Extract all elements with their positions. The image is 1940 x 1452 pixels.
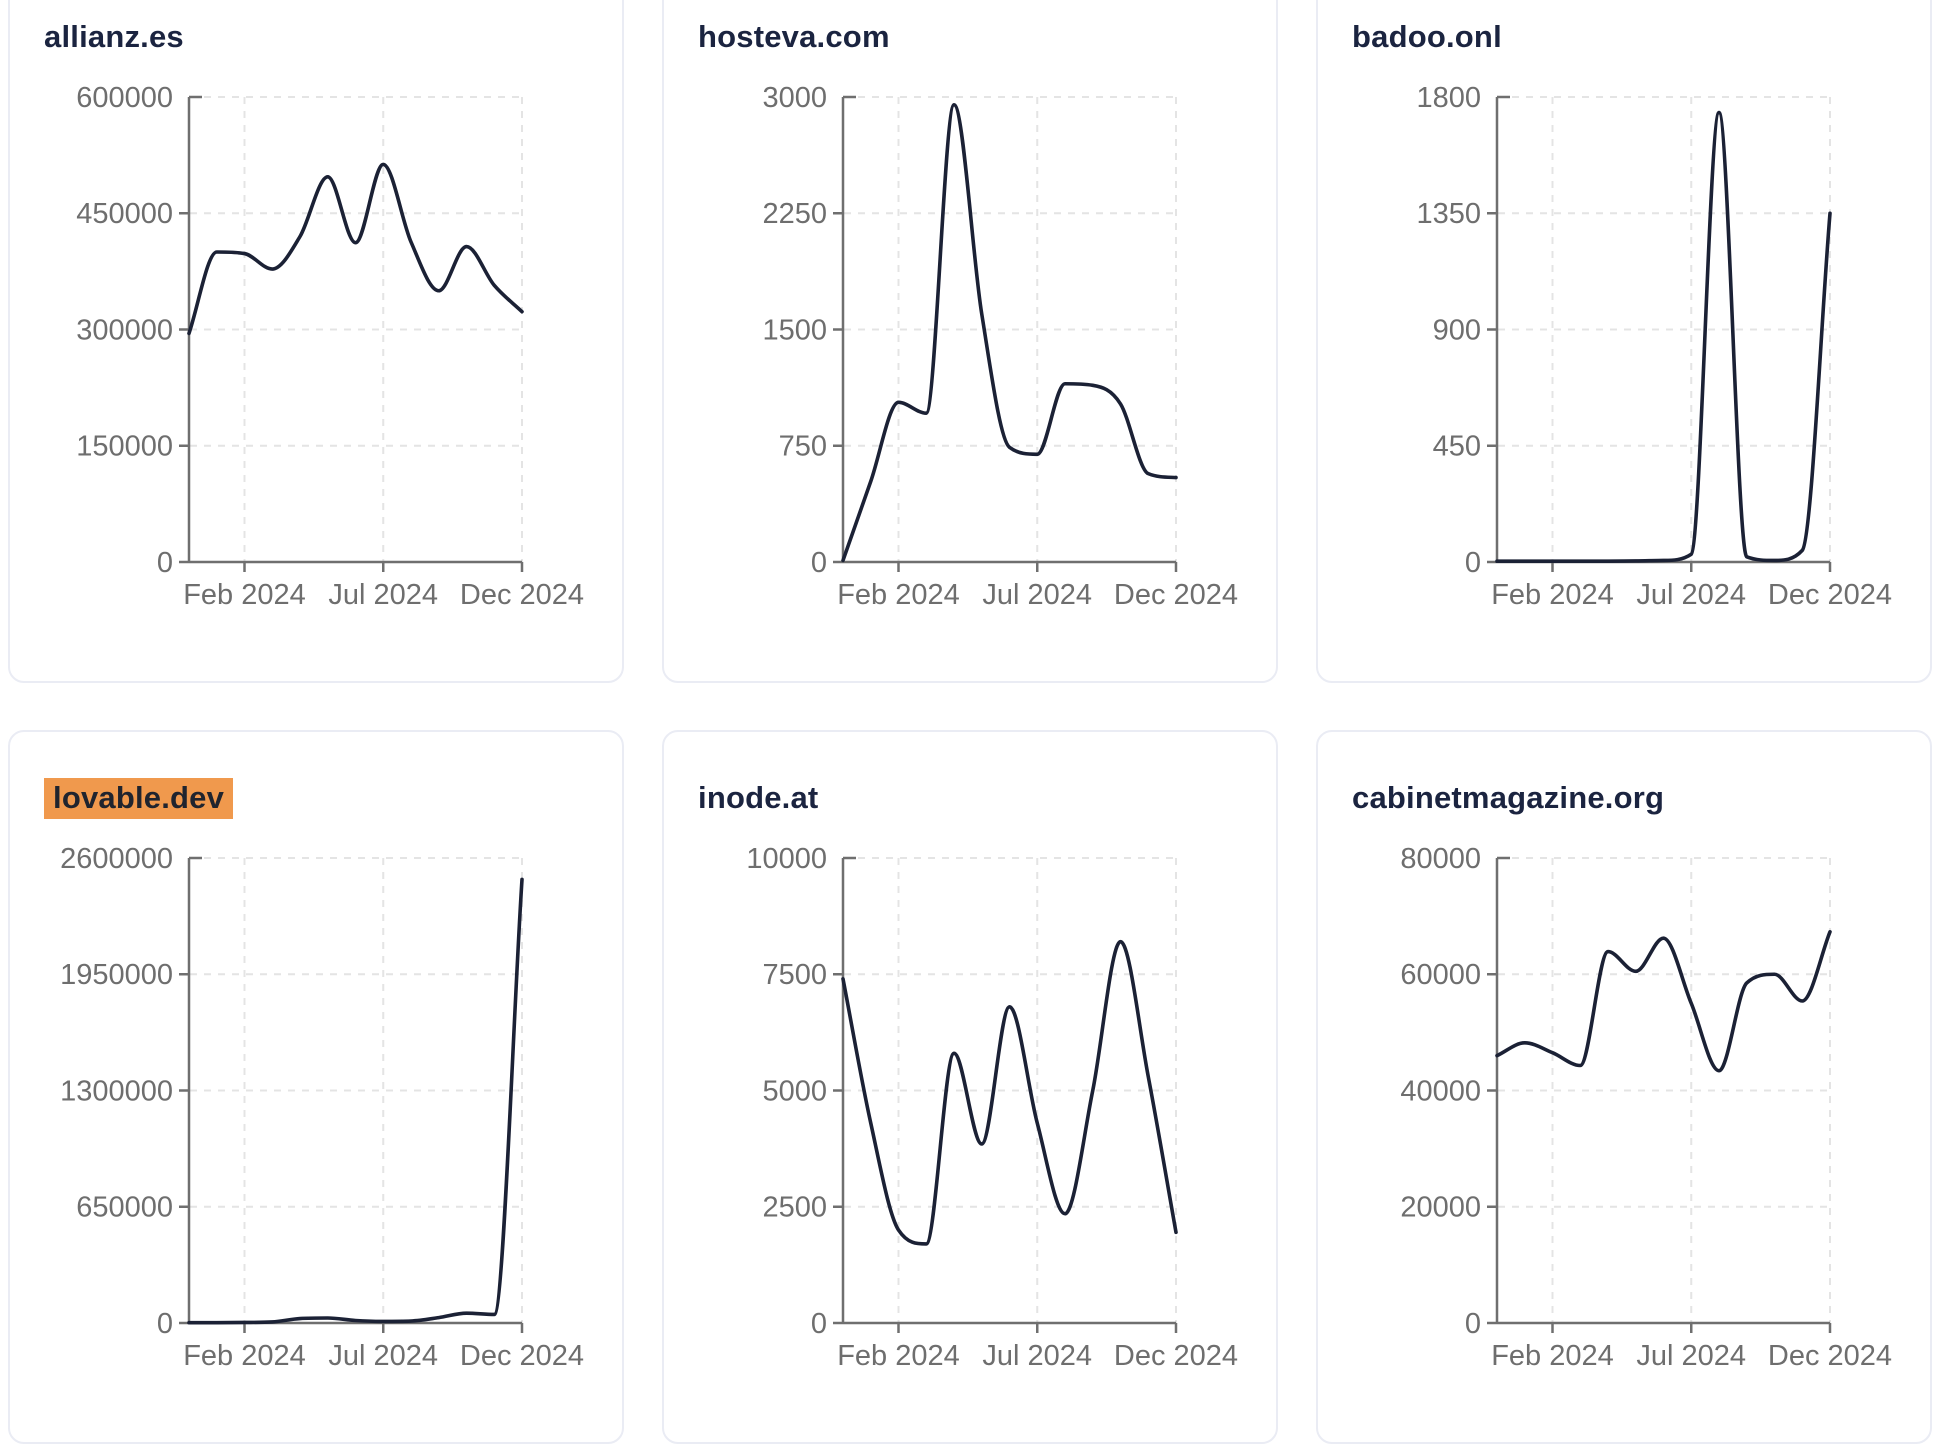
y-tick-label: 0 [157,1308,173,1340]
data-line [1495,930,1832,1073]
y-axis: 0 650000 1300000 1950000 2600000 [60,843,202,1340]
line-chart: 0 750 1500 2250 3000 Feb 2024 Jul 2024 Dec 2024 [762,82,1238,611]
data-line [187,877,524,1325]
y-tick-label: 450 [1433,431,1481,463]
y-tick-label: 300000 [76,314,173,346]
x-axis: Feb 2024 Jul 2024 Dec 2024 [183,1321,584,1372]
gridlines [190,96,523,562]
chart-title: cabinetmagazine.org [1352,780,1900,816]
y-tick-label: 40000 [1400,1075,1481,1107]
x-tick-label: Jul 2024 [1636,579,1746,611]
y-tick-label: 450000 [76,198,173,230]
y-tick-label: 5000 [762,1075,827,1107]
y-tick-label: 2250 [762,198,827,230]
y-tick-label: 2600000 [60,843,173,875]
gridlines [1498,96,1831,562]
domain-name: inode.at [698,780,819,815]
y-tick-label: 0 [1465,547,1481,579]
y-tick-label: 0 [1465,1308,1481,1340]
data-line [841,102,1178,563]
gridlines [844,857,1177,1323]
y-tick-label: 3000 [762,82,827,114]
x-tick-label: Feb 2024 [183,579,306,611]
x-tick-label: Dec 2024 [460,579,584,611]
data-line [187,162,524,336]
x-tick-label: Jul 2024 [328,579,438,611]
domain-name: allianz.es [44,19,184,54]
y-tick-label: 7500 [762,959,827,991]
gridlines [844,96,1177,562]
y-tick-label: 0 [811,547,827,579]
y-tick-label: 20000 [1400,1192,1481,1224]
domain-name: hosteva.com [698,19,890,54]
y-axis: 0 750 1500 2250 3000 [762,82,856,579]
x-tick-label: Feb 2024 [1491,1340,1614,1372]
chart-card[interactable]: allianz.es 0 150000 300000 450000 600000 Feb … [8,0,624,683]
x-tick-label: Jul 2024 [982,1340,1092,1372]
gridlines [1498,857,1831,1323]
chart-title: hosteva.com [698,19,1246,55]
x-tick-label: Feb 2024 [1491,579,1614,611]
x-tick-label: Jul 2024 [1636,1340,1746,1372]
y-tick-label: 1500 [762,314,827,346]
chart-title: lovable.dev [44,778,592,819]
y-tick-label: 900 [1433,314,1481,346]
x-tick-label: Jul 2024 [982,579,1092,611]
x-axis: Feb 2024 Jul 2024 Dec 2024 [837,560,1238,611]
x-axis: Feb 2024 Jul 2024 Dec 2024 [1491,1321,1892,1372]
chart-card[interactable]: cabinetmagazine.org 0 20000 40000 60000 8000… [1316,730,1932,1444]
y-tick-label: 80000 [1400,843,1481,875]
chart-card[interactable]: inode.at 0 2500 5000 7500 10000 Feb 2024 Jul 2… [662,730,1278,1444]
chart-title: allianz.es [44,19,592,55]
y-tick-label: 1800 [1416,82,1481,114]
y-tick-label: 1300000 [60,1075,173,1107]
y-tick-label: 150000 [76,431,173,463]
y-tick-label: 600000 [76,82,173,114]
data-line [841,939,1178,1246]
line-chart: 0 2500 5000 7500 10000 Feb 2024 Jul 2024 Dec 20… [746,843,1238,1372]
chart-card[interactable]: lovable.dev 0 650000 1300000 1950000 2600000… [8,730,624,1444]
y-axis: 0 450 900 1350 1800 [1416,82,1510,579]
chart-title: inode.at [698,780,1246,816]
chart-title: badoo.onl [1352,19,1900,55]
y-tick-label: 1950000 [60,959,173,991]
domain-name: cabinetmagazine.org [1352,780,1665,815]
chart-card[interactable]: hosteva.com 0 750 1500 2250 3000 Feb 2024 Jul … [662,0,1278,683]
x-tick-label: Jul 2024 [328,1340,438,1372]
domain-name: badoo.onl [1352,19,1502,54]
y-tick-label: 60000 [1400,959,1481,991]
line-chart: 0 650000 1300000 1950000 2600000 Feb 2024 Jul … [60,843,584,1372]
domain-name-highlighted: lovable.dev [44,778,234,819]
y-tick-label: 650000 [76,1192,173,1224]
line-chart: 0 150000 300000 450000 600000 Feb 2024 Jul 202… [76,82,584,611]
y-tick-label: 2500 [762,1192,827,1224]
x-tick-label: Dec 2024 [460,1340,584,1372]
x-axis: Feb 2024 Jul 2024 Dec 2024 [183,560,584,611]
x-tick-label: Feb 2024 [837,579,960,611]
y-tick-label: 10000 [746,843,827,875]
y-tick-label: 1350 [1416,198,1481,230]
y-axis: 0 150000 300000 450000 600000 [76,82,202,579]
x-tick-label: Dec 2024 [1768,1340,1892,1372]
y-tick-label: 0 [157,547,173,579]
x-tick-label: Dec 2024 [1114,579,1238,611]
line-chart: 0 20000 40000 60000 80000 Feb 2024 Jul 2024 Dec… [1400,843,1892,1372]
x-tick-label: Feb 2024 [183,1340,306,1372]
x-tick-label: Feb 2024 [837,1340,960,1372]
chart-card[interactable]: badoo.onl 0 450 900 1350 1800 Feb 2024 Jul 202… [1316,0,1932,683]
x-axis: Feb 2024 Jul 2024 Dec 2024 [837,1321,1238,1372]
x-axis: Feb 2024 Jul 2024 Dec 2024 [1491,560,1892,611]
y-tick-label: 750 [779,431,827,463]
x-tick-label: Dec 2024 [1768,579,1892,611]
y-tick-label: 0 [811,1308,827,1340]
x-tick-label: Dec 2024 [1114,1340,1238,1372]
y-axis: 0 2500 5000 7500 10000 [746,843,856,1340]
line-chart: 0 450 900 1350 1800 Feb 2024 Jul 2024 Dec 2024 [1416,82,1892,611]
data-line [1495,110,1832,564]
y-axis: 0 20000 40000 60000 80000 [1400,843,1510,1340]
gridlines [190,857,523,1323]
